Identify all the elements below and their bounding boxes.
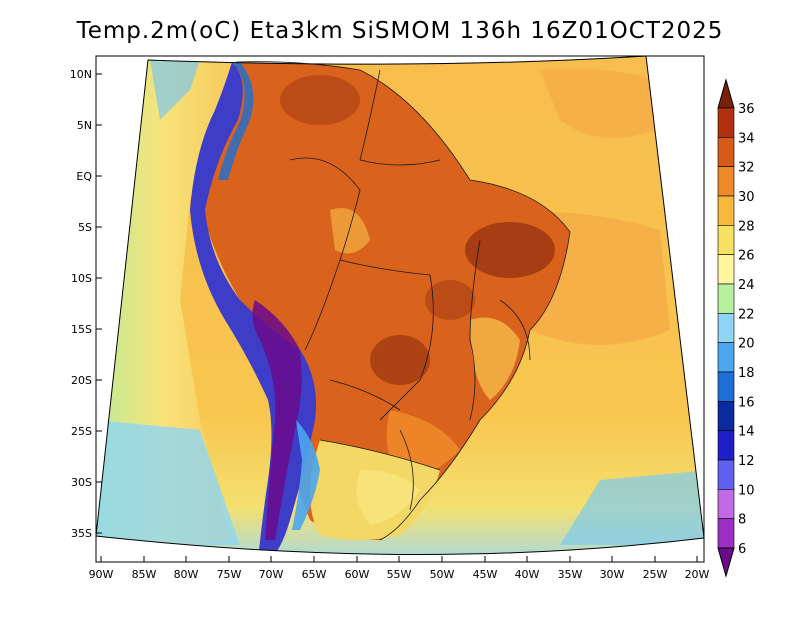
lon-label-85w: 85W xyxy=(132,568,157,581)
colorbar-label: 14 xyxy=(738,425,755,440)
colorbar-label: 26 xyxy=(738,249,755,264)
colorbar-segment xyxy=(717,107,735,138)
colorbar-segment xyxy=(717,283,735,314)
lat-label-30s: 30S xyxy=(71,476,92,489)
colorbar-label: 28 xyxy=(738,219,755,234)
colorbar-segment xyxy=(717,137,735,167)
lon-label-75w: 75W xyxy=(217,568,242,581)
colorbar-label: 30 xyxy=(738,190,755,205)
lat-label-20s: 20S xyxy=(71,374,92,387)
colorbar-segment xyxy=(717,489,735,519)
latitude-axis: 10N 5N EQ 5S 10S 15S 20S 25S 30S 35S xyxy=(70,68,102,540)
lon-label-45w: 45W xyxy=(473,568,498,581)
colorbar-label: 24 xyxy=(738,278,755,293)
lon-label-70w: 70W xyxy=(259,568,284,581)
colorbar-segment xyxy=(717,225,735,255)
lon-label-55w: 55W xyxy=(387,568,412,581)
colorbar-segment xyxy=(717,195,735,226)
lat-label-eq: EQ xyxy=(76,170,92,183)
colorbar-label: 34 xyxy=(738,131,755,146)
colorbar-label: 20 xyxy=(738,337,755,352)
colorbar: 36 34 32 30 28 26 24 22 20 18 16 14 12 10 8 6 xyxy=(717,78,755,578)
lon-label-90w: 90W xyxy=(89,568,114,581)
lat-label-35s: 35S xyxy=(71,527,92,540)
lat-label-10n: 10N xyxy=(70,68,92,81)
lon-label-80w: 80W xyxy=(174,568,199,581)
colorbar-segment xyxy=(717,342,735,373)
lat-label-10s: 10S xyxy=(71,272,92,285)
colorbar-segment xyxy=(717,254,735,285)
colorbar-label: 18 xyxy=(738,366,755,381)
lon-label-60w: 60W xyxy=(345,568,370,581)
colorbar-label: 36 xyxy=(738,102,755,117)
colorbar-segment xyxy=(717,459,735,490)
lon-label-30w: 30W xyxy=(600,568,625,581)
map-field xyxy=(96,56,704,555)
colorbar-label: 32 xyxy=(738,161,755,176)
longitude-axis: 90W 85W 80W 75W 70W 65W 60W 55W 50W 45W … xyxy=(89,556,710,581)
colorbar-label: 12 xyxy=(738,454,755,469)
lat-label-5s: 5S xyxy=(78,221,92,234)
colorbar-segment xyxy=(717,518,735,549)
colorbar-segment xyxy=(717,430,735,461)
colorbar-segment xyxy=(717,401,735,431)
lon-label-40w: 40W xyxy=(515,568,540,581)
lon-label-25w: 25W xyxy=(643,568,668,581)
lon-label-35w: 35W xyxy=(558,568,583,581)
colorbar-bottom-triangle xyxy=(717,547,735,578)
colorbar-segment xyxy=(717,371,735,402)
colorbar-segment xyxy=(717,166,735,197)
colorbar-label: 16 xyxy=(738,395,755,410)
colorbar-top-triangle xyxy=(717,78,735,109)
colorbar-label: 6 xyxy=(738,542,746,557)
colorbar-label: 8 xyxy=(738,513,746,528)
country-borders xyxy=(235,61,571,541)
colorbar-segment xyxy=(717,313,735,343)
lat-label-5n: 5N xyxy=(77,119,92,132)
map-title: Temp.2m(oC) Eta3km SiSMOM 136h 16Z01OCT2… xyxy=(76,18,724,44)
lon-label-50w: 50W xyxy=(430,568,455,581)
colorbar-label: 10 xyxy=(738,483,755,498)
colorbar-label: 22 xyxy=(738,307,755,322)
lon-label-65w: 65W xyxy=(302,568,327,581)
lat-label-25s: 25S xyxy=(71,425,92,438)
lat-label-15s: 15S xyxy=(71,323,92,336)
lon-label-20w: 20W xyxy=(685,568,710,581)
